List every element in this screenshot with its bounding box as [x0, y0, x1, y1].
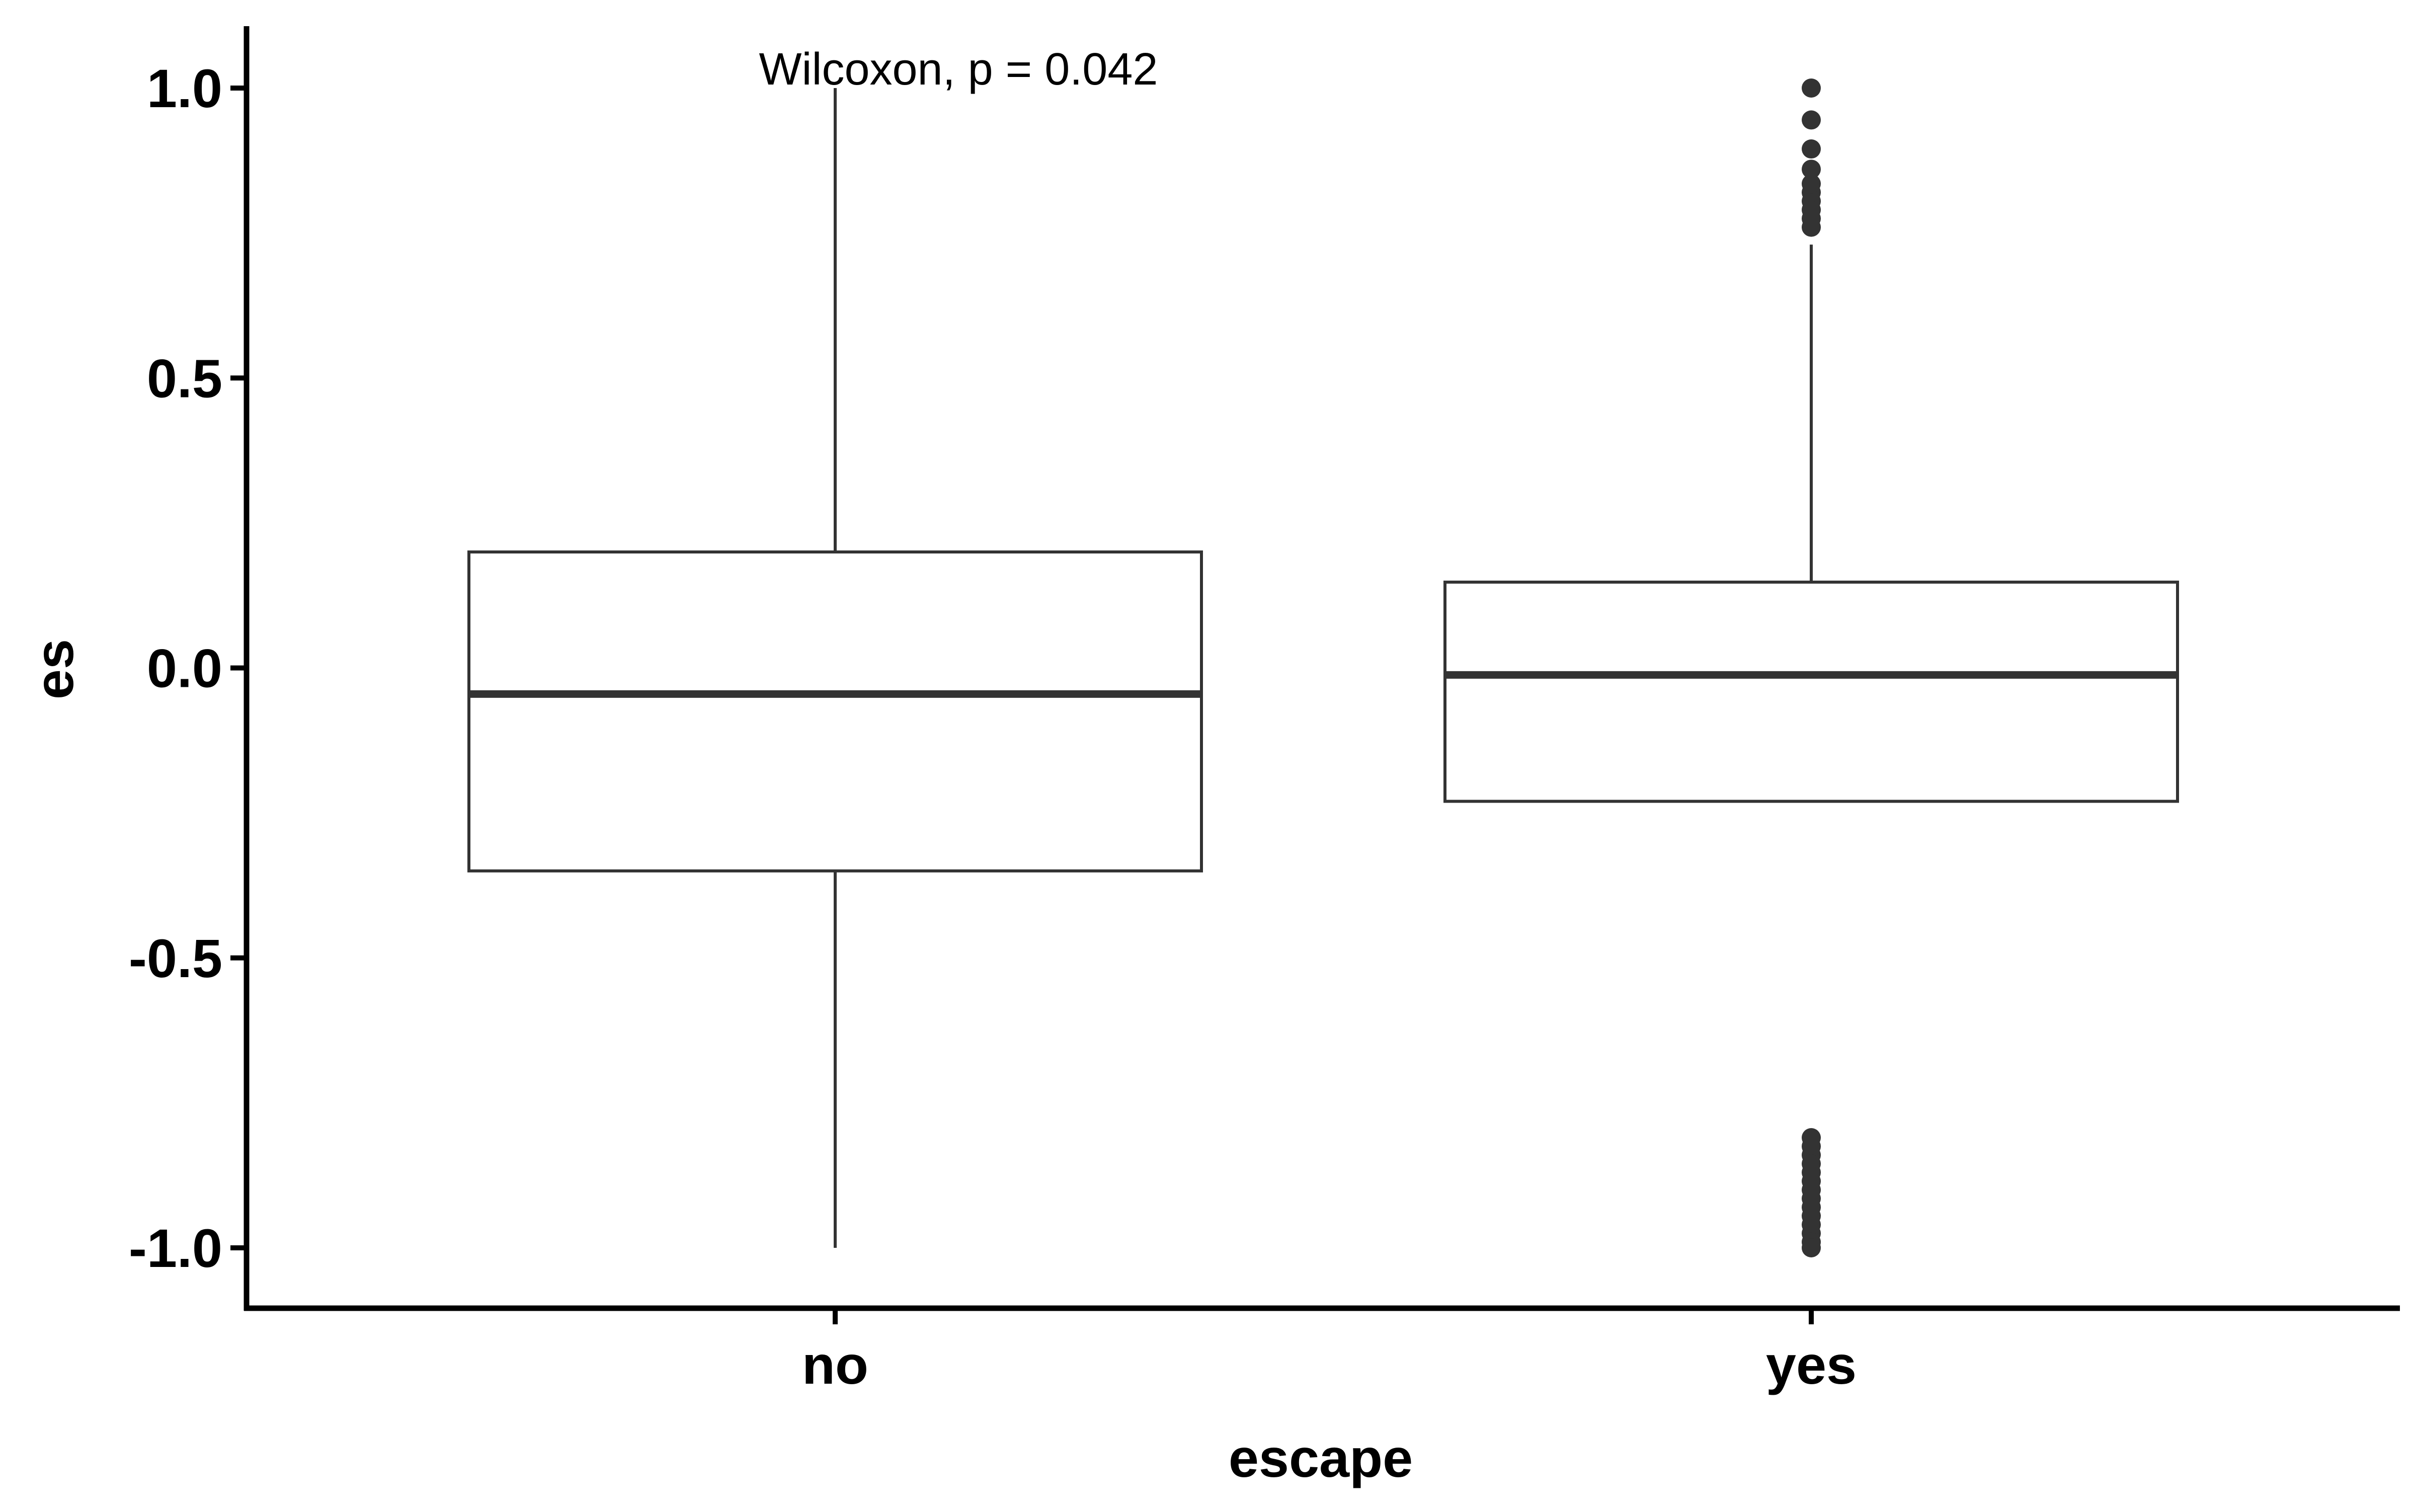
y-tick-label: -0.5 — [129, 928, 222, 989]
labels-layer: -1.0 -0.5 0.0 0.5 1.0 no yes — [129, 58, 1857, 1395]
y-tick-label: 0.5 — [147, 348, 222, 409]
box-iqr — [467, 550, 1203, 872]
y-tick-label: 1.0 — [147, 58, 222, 119]
wilcoxon-annotation: Wilcoxon, p = 0.042 — [759, 44, 1158, 95]
outlier-point — [1802, 174, 1821, 194]
box-no — [467, 88, 1203, 1248]
y-tick-label: 0.0 — [147, 638, 222, 699]
outlier-point — [1802, 110, 1821, 130]
boxes-layer — [467, 78, 2179, 1257]
outlier-point — [1802, 1238, 1821, 1257]
axes-layer — [230, 26, 2400, 1324]
outlier-point — [1802, 160, 1821, 179]
x-tick-label: no — [802, 1334, 868, 1395]
outlier-point — [1802, 78, 1821, 98]
y-axis-title: es — [24, 639, 85, 699]
y-tick-label: -1.0 — [129, 1218, 222, 1279]
x-tick-label: yes — [1766, 1334, 1857, 1395]
box-yes — [1443, 78, 2179, 1257]
outlier-point — [1802, 139, 1821, 159]
box-iqr — [1443, 580, 2179, 803]
x-axis-title: escape — [1229, 1427, 1413, 1488]
